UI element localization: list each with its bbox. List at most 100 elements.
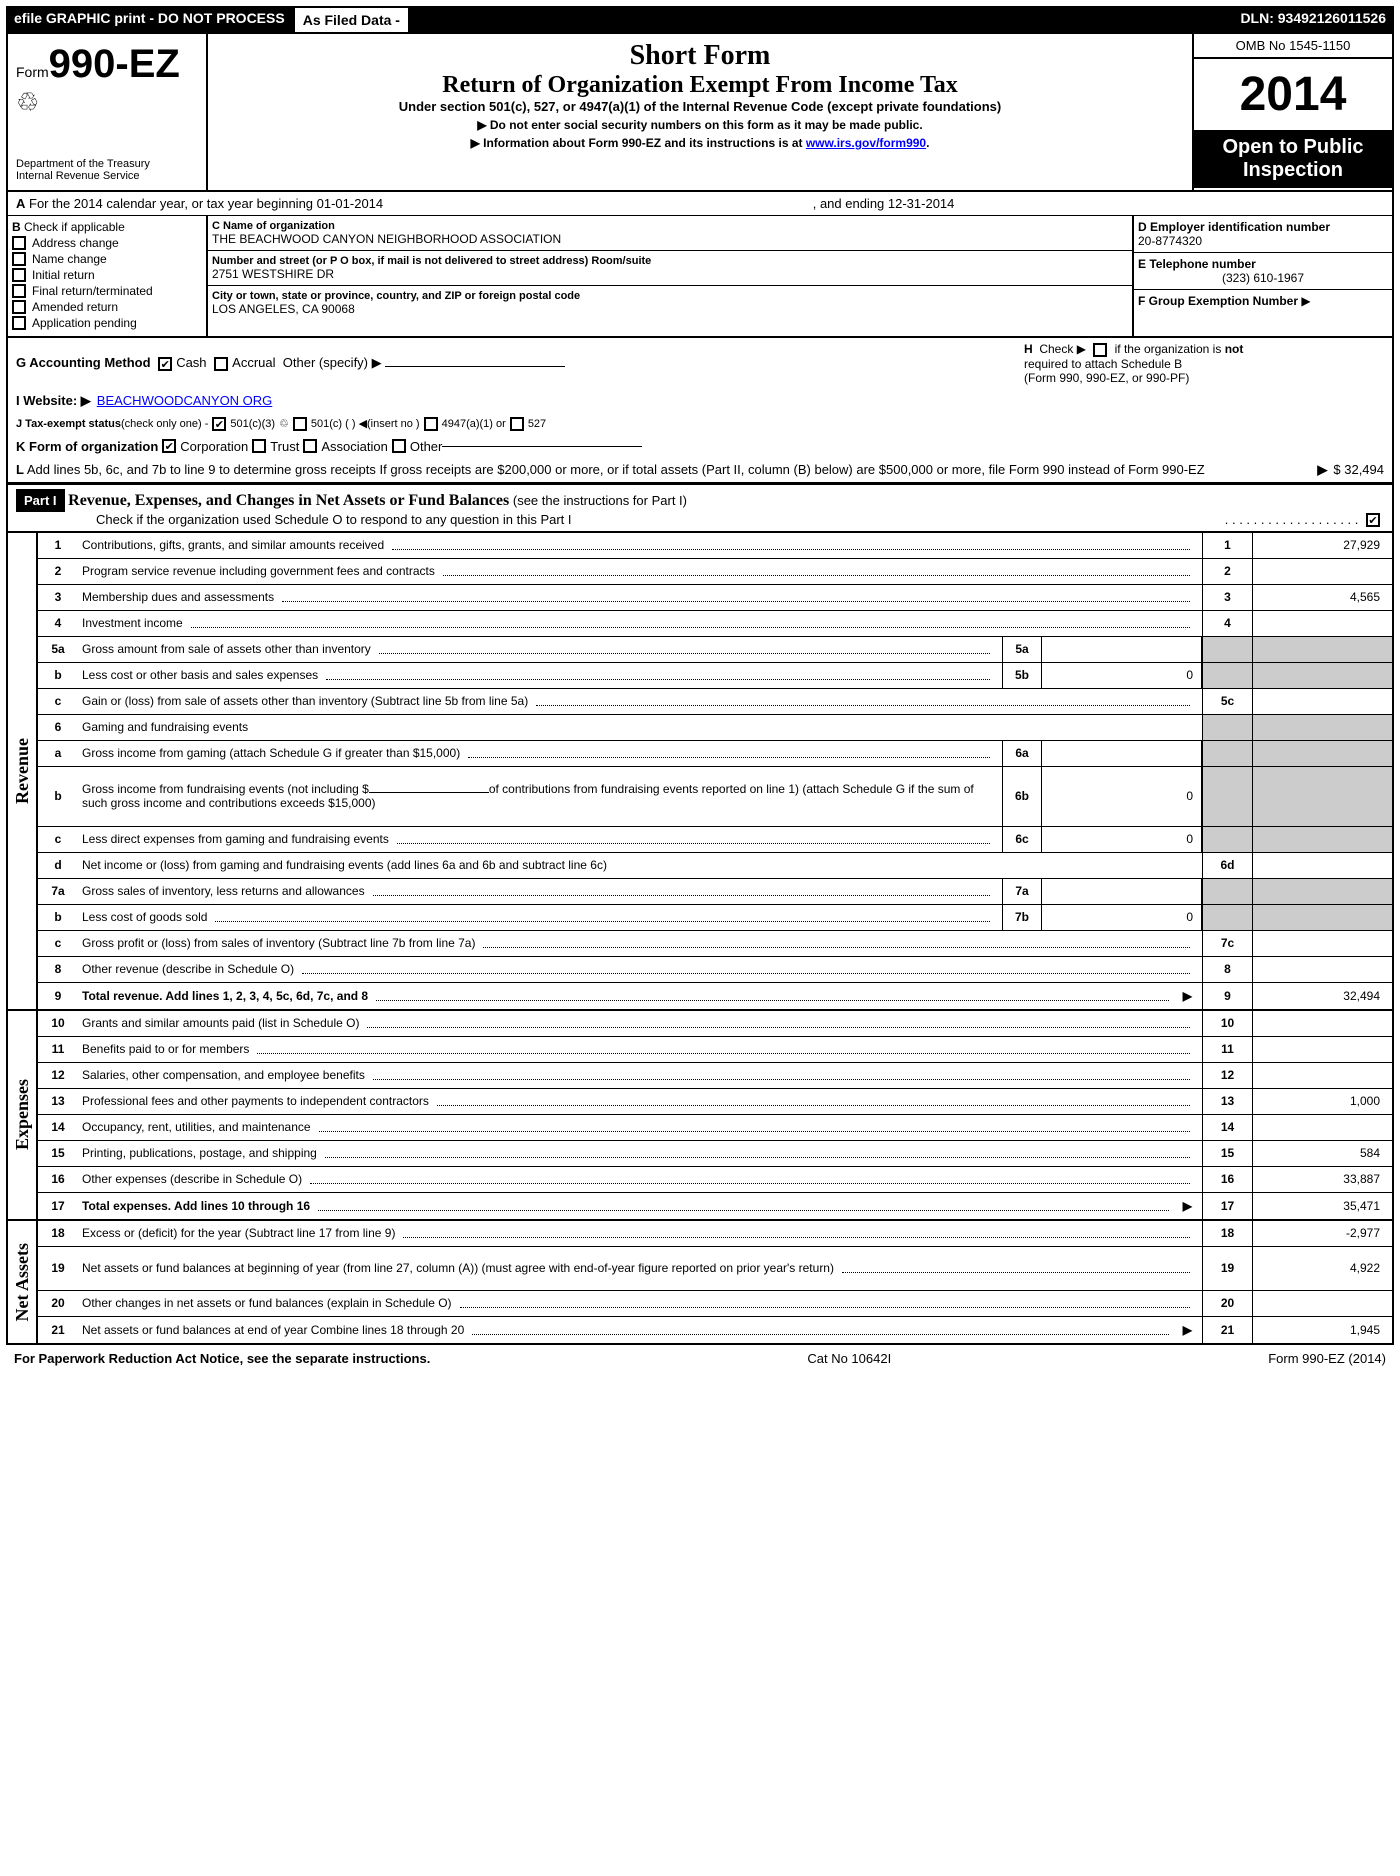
checkbox-schedule-o[interactable]	[1366, 513, 1380, 527]
section-a-label: A	[16, 196, 25, 211]
org-street: 2751 WESTSHIRE DR	[212, 267, 1128, 281]
section-i-row: I Website: ▶ BEACHWOODCANYON ORG	[6, 389, 1394, 413]
line-7c: cGross profit or (loss) from sales of in…	[38, 931, 1392, 957]
line-1-value: 27,929	[1252, 533, 1392, 558]
efile-notice: efile GRAPHIC print - DO NOT PROCESS	[6, 6, 293, 34]
checkbox-icon[interactable]	[12, 252, 26, 266]
section-b-column: B Check if applicable Address change Nam…	[8, 216, 208, 336]
line-3: 3Membership dues and assessments34,565	[38, 585, 1392, 611]
part-i-label: Part I	[16, 489, 65, 512]
expenses-vlabel: Expenses	[8, 1011, 38, 1219]
title-cell: Short Form Return of Organization Exempt…	[208, 34, 1192, 190]
line-16-value: 33,887	[1252, 1167, 1392, 1192]
tel-value: (323) 610-1967	[1138, 271, 1388, 285]
check-application-pending: Application pending	[12, 316, 202, 330]
section-d-column: D Employer identification number 20-8774…	[1132, 216, 1392, 336]
section-j-row: J Tax-exempt status(check only one) - 50…	[6, 413, 1394, 435]
section-h: H Check ▶ if the organization is not req…	[1024, 342, 1384, 385]
revenue-vlabel: Revenue	[8, 533, 38, 1009]
right-header-cell: OMB No 1545-1150 2014 Open to Public Ins…	[1192, 34, 1392, 190]
checkbox-501c[interactable]	[293, 417, 307, 431]
org-city-cell: City or town, state or province, country…	[208, 286, 1132, 320]
checkbox-accrual[interactable]	[214, 357, 228, 371]
section-g-h-row: G Accounting Method Cash Accrual Other (…	[6, 338, 1394, 389]
check-name-change: Name change	[12, 252, 202, 266]
info-note: ▶ Information about Form 990-EZ and its …	[220, 136, 1180, 150]
check-initial-return: Initial return	[12, 268, 202, 282]
ssn-note: ▶ Do not enter social security numbers o…	[220, 118, 1180, 132]
line-6b: bGross income from fundraising events (n…	[38, 767, 1392, 827]
line-10: 10Grants and similar amounts paid (list …	[38, 1011, 1392, 1037]
tel-cell: E Telephone number (323) 610-1967	[1134, 253, 1392, 290]
form-header: Form990-EZ ♲ Department of the Treasury …	[6, 34, 1394, 192]
line-5b: bLess cost or other basis and sales expe…	[38, 663, 1392, 689]
checkbox-association[interactable]	[303, 439, 317, 453]
line-7a: 7aGross sales of inventory, less returns…	[38, 879, 1392, 905]
section-a-row: A For the 2014 calendar year, or tax yea…	[6, 192, 1394, 216]
checkbox-527[interactable]	[510, 417, 524, 431]
cat-number: Cat No 10642I	[807, 1351, 891, 1366]
section-a-ending: , and ending 12-31-2014	[383, 196, 1384, 211]
short-form-title: Short Form	[220, 40, 1180, 72]
checkbox-501c3[interactable]	[212, 417, 226, 431]
group-exemption-cell: F Group Exemption Number ▶	[1134, 290, 1392, 312]
check-amended-return: Amended return	[12, 300, 202, 314]
line-18: 18Excess or (deficit) for the year (Subt…	[38, 1221, 1392, 1247]
omb-number: OMB No 1545-1150	[1194, 34, 1392, 59]
form-identifier-cell: Form990-EZ ♲ Department of the Treasury …	[8, 34, 208, 190]
form-reference: Form 990-EZ (2014)	[1268, 1351, 1386, 1366]
line-6a: aGross income from gaming (attach Schedu…	[38, 741, 1392, 767]
line-3-value: 4,565	[1252, 585, 1392, 610]
info-grid: B Check if applicable Address change Nam…	[6, 216, 1394, 338]
gross-receipts-amount: $ 32,494	[1333, 462, 1384, 477]
section-c-column: C Name of organization THE BEACHWOOD CAN…	[208, 216, 1132, 336]
checkbox-corporation[interactable]	[162, 439, 176, 453]
checkbox-cash[interactable]	[158, 357, 172, 371]
line-18-value: -2,977	[1252, 1221, 1392, 1246]
dln-number: DLN: 93492126011526	[1232, 6, 1394, 34]
top-banner: efile GRAPHIC print - DO NOT PROCESS As …	[6, 6, 1394, 34]
line-6c: cLess direct expenses from gaming and fu…	[38, 827, 1392, 853]
form-number: 990-EZ	[49, 42, 180, 86]
checkbox-icon[interactable]	[12, 268, 26, 282]
other-specify-input[interactable]	[385, 366, 565, 367]
checkbox-4947[interactable]	[424, 417, 438, 431]
checkbox-trust[interactable]	[252, 439, 266, 453]
line-12: 12Salaries, other compensation, and empl…	[38, 1063, 1392, 1089]
line-19: 19Net assets or fund balances at beginni…	[38, 1247, 1392, 1291]
checkbox-other-org[interactable]	[392, 439, 406, 453]
line-20: 20Other changes in net assets or fund ba…	[38, 1291, 1392, 1317]
recycle-icon: ♲	[16, 87, 198, 118]
checkbox-schedule-b[interactable]	[1093, 343, 1107, 357]
section-g: G Accounting Method Cash Accrual Other (…	[16, 355, 1024, 371]
net-assets-section: Net Assets 18Excess or (deficit) for the…	[6, 1221, 1394, 1345]
section-k-row: K Form of organization Corporation Trust…	[6, 435, 1394, 458]
line-9-value: 32,494	[1252, 983, 1392, 1009]
check-address-change: Address change	[12, 236, 202, 250]
irs-link[interactable]: www.irs.gov/form990	[806, 136, 926, 150]
checkbox-icon[interactable]	[12, 316, 26, 330]
line-13-value: 1,000	[1252, 1089, 1392, 1114]
line-14: 14Occupancy, rent, utilities, and mainte…	[38, 1115, 1392, 1141]
line-5c: cGain or (loss) from sale of assets othe…	[38, 689, 1392, 715]
checkbox-icon[interactable]	[12, 236, 26, 250]
dept-irs: Internal Revenue Service	[16, 170, 198, 182]
revenue-section: Revenue 1Contributions, gifts, grants, a…	[6, 533, 1394, 1011]
checkbox-icon[interactable]	[12, 300, 26, 314]
line-2: 2Program service revenue including gover…	[38, 559, 1392, 585]
section-a-text: For the 2014 calendar year, or tax year …	[29, 196, 383, 211]
website-link[interactable]: BEACHWOODCANYON ORG	[97, 393, 273, 408]
line-1: 1Contributions, gifts, grants, and simil…	[38, 533, 1392, 559]
line-21: 21Net assets or fund balances at end of …	[38, 1317, 1392, 1343]
checkbox-icon[interactable]	[12, 284, 26, 298]
ein-cell: D Employer identification number 20-8774…	[1134, 216, 1392, 253]
line-7b: bLess cost of goods sold7b0	[38, 905, 1392, 931]
check-final-return: Final return/terminated	[12, 284, 202, 298]
form-prefix: Form	[16, 64, 49, 80]
paperwork-notice: For Paperwork Reduction Act Notice, see …	[14, 1351, 430, 1366]
org-street-cell: Number and street (or P O box, if mail i…	[208, 251, 1132, 286]
line-13: 13Professional fees and other payments t…	[38, 1089, 1392, 1115]
org-city: LOS ANGELES, CA 90068	[212, 302, 1128, 316]
line-6: 6Gaming and fundraising events	[38, 715, 1392, 741]
section-l-row: L Add lines 5b, 6c, and 7b to line 9 to …	[6, 458, 1394, 482]
